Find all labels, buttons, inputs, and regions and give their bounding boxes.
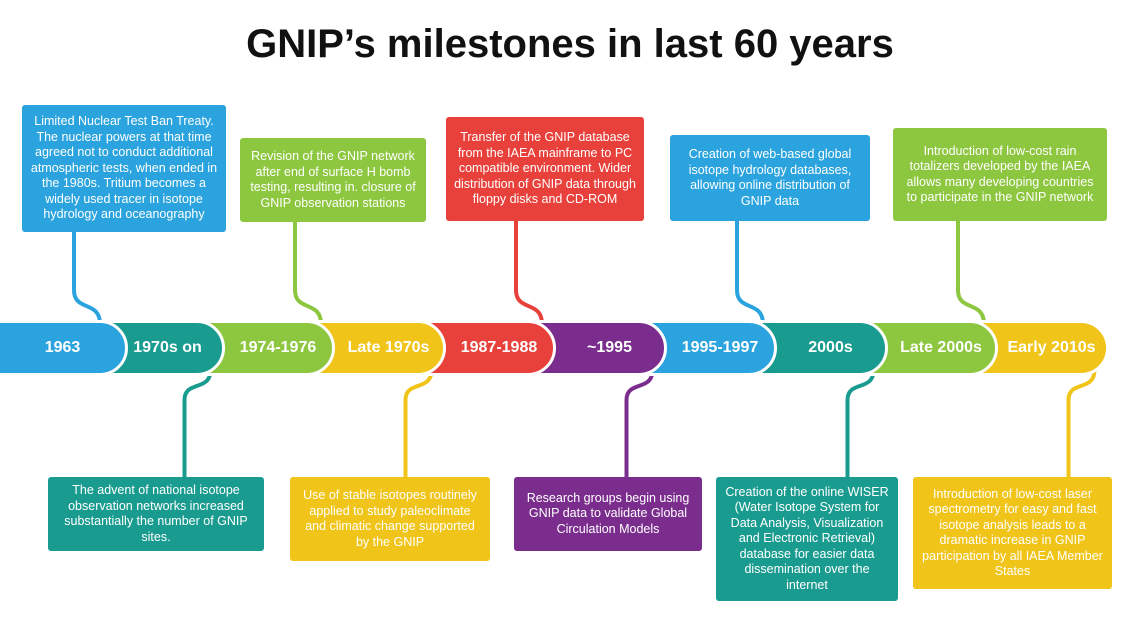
title: GNIP’s milestones in last 60 years: [246, 22, 894, 66]
connector: [956, 221, 986, 325]
milestone-box: Creation of web-based global isotope hyd…: [670, 135, 870, 221]
milestone-box: The advent of national isotope observati…: [48, 477, 264, 551]
milestone-box: Research groups begin using GNIP data to…: [514, 477, 702, 551]
connector: [845, 369, 876, 477]
timeline-segment: 1963: [0, 320, 128, 376]
connector: [182, 369, 213, 477]
connector: [1066, 369, 1097, 477]
milestone-box: Use of stable isotopes routinely applied…: [290, 477, 490, 561]
milestone-box: Introduction of low-cost rain totalizers…: [893, 128, 1107, 221]
milestone-box: Limited Nuclear Test Ban Treaty. The nuc…: [22, 105, 226, 232]
milestone-box: Creation of the online WISER (Water Isot…: [716, 477, 898, 601]
milestone-box: Transfer of the GNIP database from the I…: [446, 117, 644, 221]
milestone-box: Revision of the GNIP network after end o…: [240, 138, 426, 222]
connector: [403, 369, 434, 477]
timeline-segment: Early 2010s: [972, 320, 1109, 376]
connector: [293, 222, 323, 325]
connector: [514, 221, 544, 325]
connector: [735, 221, 765, 325]
connector: [624, 369, 655, 477]
milestone-box: Introduction of low-cost laser spectrome…: [913, 477, 1112, 589]
connector: [72, 232, 102, 325]
timeline-segment: Late 1970s: [309, 320, 446, 376]
